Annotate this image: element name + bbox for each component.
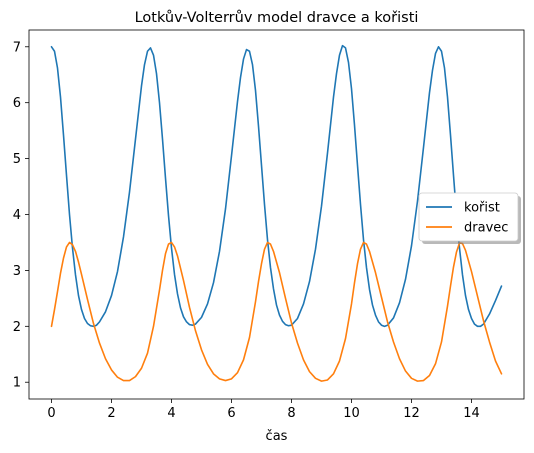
y-tick-label: 6 xyxy=(13,96,21,111)
series-line-1 xyxy=(50,241,503,382)
legend: kořist dravec xyxy=(418,192,521,244)
x-tick-label: 2 xyxy=(107,406,115,421)
x-tick-label: 6 xyxy=(227,406,235,421)
x-tick-label: 14 xyxy=(463,406,480,421)
x-tick-label: 0 xyxy=(47,406,55,421)
chart-title: Lotkův-Volterrův model dravce a kořisti xyxy=(135,10,419,26)
y-tick-label: 3 xyxy=(13,264,21,279)
x-tick-label: 8 xyxy=(287,406,295,421)
x-tick-label: 10 xyxy=(343,406,360,421)
y-tick-label: 2 xyxy=(13,320,21,335)
legend-label-1: dravec xyxy=(464,221,508,236)
y-tick-label: 7 xyxy=(13,40,21,55)
series-line-0 xyxy=(50,44,503,328)
x-tick-label: 12 xyxy=(403,406,420,421)
legend-label-0: kořist xyxy=(464,201,500,216)
y-tick-label: 5 xyxy=(13,152,21,167)
y-axis-ticks: 1 2 3 4 5 6 7 xyxy=(13,40,29,391)
legend-box xyxy=(418,192,519,242)
y-tick-label: 1 xyxy=(13,376,21,391)
x-axis-label: čas xyxy=(266,429,288,444)
y-tick-label: 4 xyxy=(13,208,21,223)
x-tick-label: 4 xyxy=(167,406,175,421)
series-layer xyxy=(50,44,503,382)
x-axis-ticks: 0 2 4 6 8 10 12 14 xyxy=(47,399,480,421)
